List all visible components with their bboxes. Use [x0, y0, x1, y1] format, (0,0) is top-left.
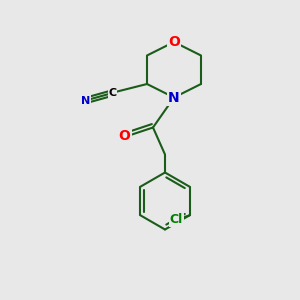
- Text: O: O: [118, 130, 130, 143]
- Text: Cl: Cl: [169, 213, 183, 226]
- Text: N: N: [81, 95, 90, 106]
- Text: N: N: [168, 91, 180, 104]
- Text: C: C: [108, 88, 117, 98]
- Text: O: O: [168, 35, 180, 49]
